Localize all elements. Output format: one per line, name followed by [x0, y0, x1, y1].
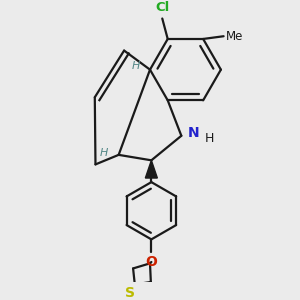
Text: N: N — [188, 126, 200, 140]
Text: O: O — [146, 255, 157, 269]
Text: H: H — [205, 132, 214, 145]
Text: Me: Me — [226, 30, 243, 43]
Polygon shape — [146, 160, 158, 178]
Text: Cl: Cl — [155, 2, 169, 14]
Text: H: H — [131, 61, 140, 71]
Text: H: H — [100, 148, 108, 158]
Text: S: S — [125, 286, 135, 300]
